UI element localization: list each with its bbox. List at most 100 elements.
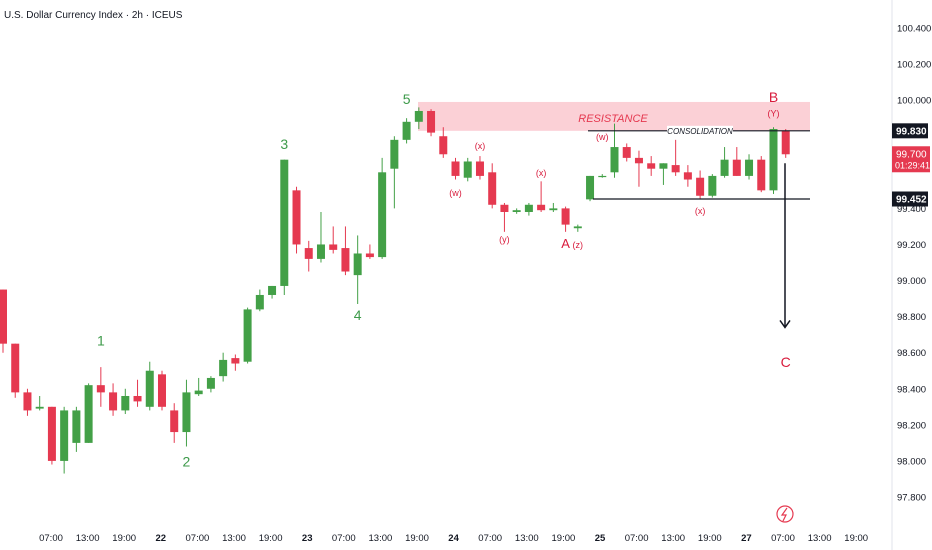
candle-body	[47, 406, 56, 461]
price-label-current-text: 99.700	[896, 149, 927, 160]
candle-body	[475, 161, 484, 176]
candle-body	[304, 248, 313, 259]
candle-body	[316, 244, 325, 259]
time-tick-label: 23	[302, 533, 313, 544]
candle	[255, 289, 264, 312]
candle	[537, 181, 546, 212]
time-tick-label: 13:00	[515, 533, 539, 544]
candle	[610, 123, 619, 178]
candle	[402, 118, 411, 144]
candle	[390, 136, 399, 209]
time-tick-label: 07:00	[332, 533, 356, 544]
candle	[414, 107, 423, 130]
time-tick-label: 19:00	[844, 533, 868, 544]
candle	[451, 157, 460, 180]
candle	[47, 406, 56, 465]
candle-body	[573, 226, 582, 229]
wave-z-label: (z)	[573, 240, 584, 250]
price-label-low-text: 99.452	[896, 195, 927, 206]
candle-body	[671, 165, 680, 173]
candle	[329, 226, 338, 254]
candle-body	[109, 392, 118, 411]
candle-body	[243, 309, 252, 362]
candle	[781, 129, 790, 158]
candle-body	[732, 159, 741, 176]
candle-body	[561, 208, 570, 225]
candle-body	[500, 204, 509, 212]
candle-body	[23, 392, 32, 411]
candle-body	[708, 175, 717, 196]
candle-body	[524, 204, 533, 212]
time-tick-label: 19:00	[405, 533, 429, 544]
price-tick-label: 98.400	[897, 384, 926, 395]
time-tick-label: 13:00	[808, 533, 832, 544]
candle	[157, 370, 166, 411]
wave-4-label: 4	[354, 307, 362, 323]
candle	[720, 147, 729, 178]
candle	[732, 147, 741, 176]
down-arrow-icon	[779, 163, 791, 329]
candle-body	[170, 410, 179, 433]
candle-body	[206, 377, 215, 389]
candle-body	[219, 359, 228, 377]
time-tick-label: 19:00	[552, 533, 576, 544]
candle-body	[696, 177, 705, 196]
candle	[561, 206, 570, 232]
candle	[512, 208, 521, 214]
candle	[598, 174, 607, 178]
wave-1-label: 1	[97, 332, 105, 348]
candle-body	[745, 159, 754, 176]
candle	[341, 226, 350, 276]
candle	[745, 154, 754, 180]
price-axis[interactable]: 100.400 100.200 100.000 99.400 99.200 99.000 9…	[897, 24, 931, 504]
wave-x-label: (x)	[695, 206, 706, 216]
candle	[671, 139, 680, 176]
price-tick-label: 99.400	[897, 204, 926, 215]
time-tick-label: 07:00	[625, 533, 649, 544]
candle	[35, 395, 44, 411]
candle-body	[353, 253, 362, 276]
candle	[573, 224, 582, 232]
candle	[659, 163, 668, 185]
candle	[96, 367, 105, 407]
candle-body	[365, 253, 374, 258]
candle	[427, 109, 436, 137]
price-label-high-text: 99.830	[896, 126, 927, 137]
candle	[109, 383, 118, 416]
time-tick-label: 19:00	[259, 533, 283, 544]
candle-body	[280, 159, 289, 286]
candle	[439, 127, 448, 158]
candle	[683, 165, 692, 187]
candle	[280, 159, 289, 295]
wave-x-label: (x)	[475, 141, 486, 151]
time-tick-label: 13:00	[369, 533, 393, 544]
candle	[182, 379, 191, 447]
candle	[133, 379, 142, 407]
time-tick-label: 24	[448, 533, 459, 544]
candle-body	[537, 204, 546, 211]
lightning-icon[interactable]	[776, 505, 794, 523]
time-tick-label: 19:00	[698, 533, 722, 544]
candle-body	[781, 130, 790, 155]
candle	[353, 235, 362, 304]
candle-body	[145, 370, 154, 407]
candle-body	[268, 285, 277, 295]
candle	[365, 244, 374, 259]
wave-x-label: (x)	[536, 168, 547, 178]
candle	[84, 383, 93, 443]
time-tick-label: 07:00	[478, 533, 502, 544]
candle	[769, 127, 778, 194]
candle-body	[427, 110, 436, 133]
price-tick-label: 98.000	[897, 456, 926, 467]
candle-body	[463, 161, 472, 178]
candle-body	[622, 147, 631, 158]
price-tick-label: 98.800	[897, 312, 926, 323]
time-tick-label: 13:00	[76, 533, 100, 544]
candle	[708, 174, 717, 198]
time-axis[interactable]: 07:00 13:00 19:00 22 07:00 13:00 19:00 23 07:00 1…	[39, 533, 868, 544]
candle	[586, 175, 595, 202]
time-tick-label: 19:00	[112, 533, 136, 544]
candle-body	[586, 175, 595, 200]
candle-body	[194, 390, 203, 395]
